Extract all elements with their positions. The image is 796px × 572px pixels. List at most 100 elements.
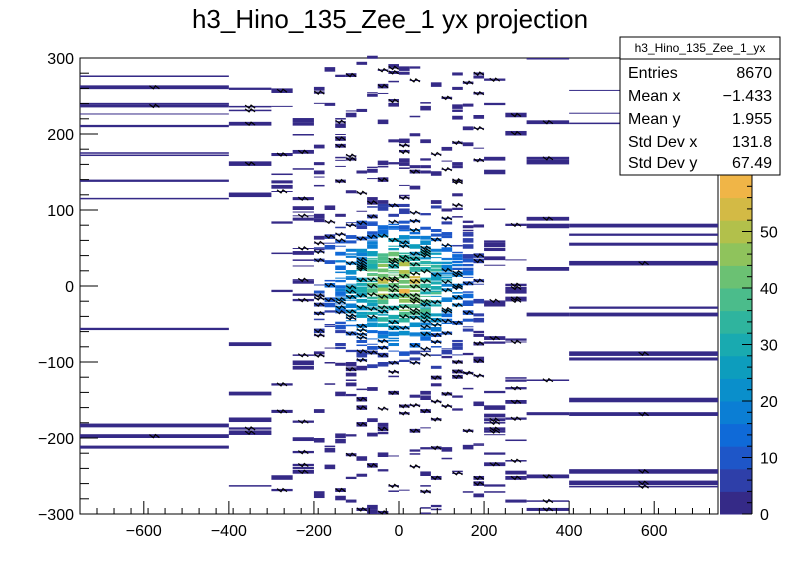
heatmap-cell <box>484 169 506 175</box>
error-markers <box>149 65 649 515</box>
heatmap-cell <box>399 351 410 356</box>
heatmap-cell <box>441 221 453 225</box>
heatmap-cell <box>324 302 336 308</box>
heatmap-cell <box>484 434 506 436</box>
heatmap-cell <box>335 346 346 350</box>
cell-marker <box>149 433 160 439</box>
cell-marker <box>345 260 357 266</box>
cell-marker <box>542 119 554 125</box>
cell-marker <box>452 374 463 380</box>
heatmap-cell <box>473 147 485 149</box>
heatmap-cell <box>399 235 410 240</box>
heatmap-cell <box>367 277 378 279</box>
heatmap-cell <box>313 248 325 251</box>
stats-mean-x-value: −1.433 <box>723 88 772 105</box>
heatmap-cell <box>377 200 389 204</box>
cell-marker <box>297 277 309 283</box>
heatmap-cell <box>367 92 378 94</box>
colorbar-swatch <box>720 242 752 266</box>
heatmap-cell <box>356 61 368 65</box>
cell-marker <box>345 153 357 159</box>
heatmap-cell <box>335 362 346 366</box>
heatmap-cell <box>80 154 229 157</box>
plot-area <box>79 55 719 515</box>
heatmap-cell <box>313 235 325 240</box>
heatmap-cell <box>388 272 399 274</box>
heatmap-cell <box>313 493 325 499</box>
heatmap-cell <box>420 336 431 341</box>
heatmap-cell <box>399 208 410 214</box>
cell-marker <box>510 222 522 228</box>
cell-marker <box>409 256 421 261</box>
heatmap-cell <box>377 92 389 94</box>
heatmap-cell <box>441 257 453 259</box>
heatmap-cell <box>345 253 357 255</box>
cell-marker <box>367 283 378 289</box>
cell-marker <box>473 90 485 96</box>
heatmap-cell <box>356 456 368 461</box>
cell-marker <box>345 294 357 300</box>
heatmap-cell <box>484 248 506 252</box>
heatmap-cell <box>462 267 474 271</box>
heatmap-cell <box>377 299 389 305</box>
heatmap-cell <box>313 409 325 413</box>
heatmap-cell <box>377 469 389 472</box>
heatmap-cell <box>377 203 389 207</box>
heatmap-cell <box>409 185 421 190</box>
cell-marker <box>489 417 501 423</box>
heatmap-cell <box>377 225 389 230</box>
heatmap-cell <box>569 357 718 361</box>
heatmap-cell <box>367 317 378 322</box>
heatmap-cell <box>345 112 357 118</box>
cell-marker <box>409 428 421 434</box>
cell-marker <box>388 483 400 489</box>
heatmap-cell <box>388 213 399 217</box>
heatmap-cell <box>367 259 378 264</box>
cell-marker <box>398 304 410 310</box>
cell-marker <box>244 108 256 113</box>
cell-marker <box>297 196 309 201</box>
heatmap-cell <box>388 102 399 107</box>
cell-marker <box>297 149 309 155</box>
heatmap-cell <box>569 223 718 228</box>
cell-marker <box>356 266 368 272</box>
colorbar-swatch <box>720 355 752 379</box>
cell-marker <box>489 298 501 304</box>
cell-marker <box>377 304 389 310</box>
heatmap-cell <box>473 356 485 359</box>
heatmap-cell <box>441 235 453 239</box>
heatmap-cell <box>388 282 399 286</box>
cell-marker <box>452 320 463 326</box>
cell-marker <box>510 385 522 391</box>
heatmap-cell <box>462 444 474 450</box>
heatmap-cell <box>526 312 570 317</box>
heatmap-cell <box>430 281 442 285</box>
heatmap-cell <box>420 277 431 280</box>
heatmap-cell <box>324 244 336 250</box>
cell-marker <box>420 298 431 304</box>
cell-marker <box>388 70 400 75</box>
cell-marker <box>430 339 442 345</box>
cell-marker <box>409 218 421 224</box>
heatmap-cell <box>313 162 325 166</box>
heatmap-cell <box>441 261 453 264</box>
heatmap-cell <box>367 206 378 208</box>
cell-marker <box>462 80 474 86</box>
heatmap-cell <box>313 213 325 219</box>
cell-marker <box>335 178 346 184</box>
heatmap-cell <box>420 139 431 144</box>
heatmap-cell <box>228 391 272 396</box>
cell-marker <box>452 359 463 365</box>
cell-marker <box>510 399 522 405</box>
heatmap-cell <box>409 315 421 318</box>
heatmap-cell <box>335 308 346 312</box>
heatmap-cell <box>526 159 570 165</box>
cell-marker <box>409 360 421 366</box>
y-tick-label: 200 <box>47 127 74 144</box>
cell-marker <box>335 231 346 237</box>
heatmap-cell <box>569 233 718 236</box>
heatmap-cell <box>345 289 357 291</box>
cell-marker <box>345 156 357 162</box>
heatmap-cell <box>473 75 485 79</box>
heatmap-cell <box>462 491 474 493</box>
